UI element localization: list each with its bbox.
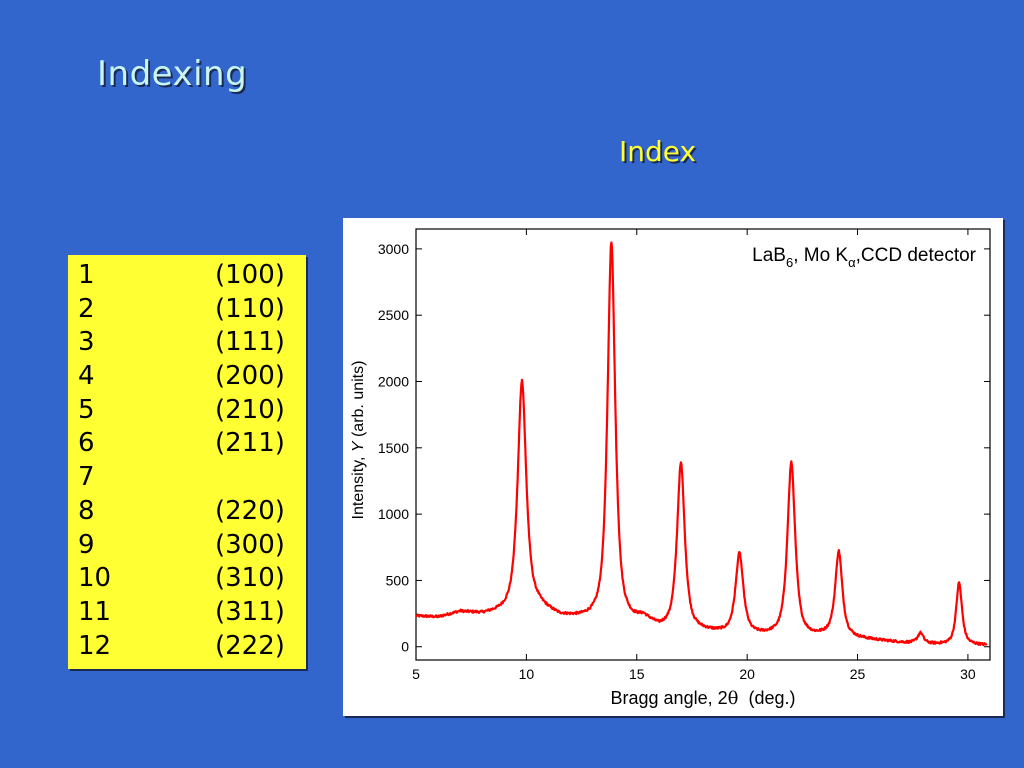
chart-frame: 5 10 15 20 25 30 0 500 1000 1500 2000 2500 3000 LaB6… [343,218,1003,716]
peak-point [919,632,922,635]
y-tick-label: 1000 [378,506,409,522]
index-row-hkl: (222) [215,630,285,661]
index-row-number: 9 [78,529,95,560]
index-row: 12 (222) [78,630,306,664]
index-row-hkl: (111) [215,327,285,358]
index-row: 7 [78,461,306,495]
index-row-hkl: (210) [215,394,285,425]
y-tick-label: 2500 [378,307,409,323]
chart-title: LaB6, Mo Kα,CCD detector [752,245,977,270]
index-row: 4 (200) [78,360,306,394]
peak-point [679,464,682,467]
x-tick-label: 10 [519,666,535,682]
index-row-number: 4 [78,361,95,392]
index-row: 10 (310) [78,562,306,596]
index-row-number: 6 [78,428,95,459]
peak-point [610,242,613,245]
y-tick-label: 2000 [378,374,409,390]
intensity-series-line [415,241,988,647]
peak-point [837,551,840,554]
peak-point [958,582,961,585]
index-row: 9 (300) [78,529,306,563]
peak-point [520,380,523,383]
index-row-number: 3 [78,327,95,358]
index-row-number: 5 [78,394,95,425]
x-tick-label: 30 [960,666,976,682]
peak-point [790,462,793,465]
y-tick-label: 3000 [378,241,409,257]
x-tick-label: 5 [412,666,420,682]
index-row-hkl: (200) [215,361,285,392]
index-row: 11 (311) [78,596,306,630]
index-row-number: 2 [78,293,95,324]
index-row-hkl: (110) [215,293,285,324]
slide-title: Indexing [97,54,248,94]
index-table: 1 (100) 2 (110) 3 (111) 4 (200) 5 (210) 6 (211) 7 8 (2… [68,255,306,669]
index-row-hkl: (311) [215,596,285,627]
x-tick-label: 20 [739,666,755,682]
index-row: 3 (111) [78,326,306,360]
index-heading: Index [619,135,697,168]
diffraction-chart: 5 10 15 20 25 30 0 500 1000 1500 2000 2500 3000 LaB6… [350,228,991,709]
index-row: 2 (110) [78,293,306,327]
index-row-number: 11 [78,596,112,627]
plot-area-border [415,228,991,661]
y-tick-label: 500 [386,572,410,588]
index-row-number: 8 [78,495,95,526]
y-tick-label: 0 [401,639,409,655]
index-row: 8 (220) [78,495,306,529]
index-row-hkl: (211) [215,428,285,459]
index-row-number: 12 [78,630,112,661]
x-axis-label: Bragg angle, 2θ (deg.) [611,688,796,709]
index-row-number: 10 [78,563,112,594]
index-row-hkl: (100) [215,260,285,290]
index-row-number: 1 [78,260,95,290]
index-row: 6 (211) [78,427,306,461]
index-row-hkl: (300) [215,529,285,560]
index-row-hkl: (220) [215,495,285,526]
index-row-number: 7 [78,462,95,493]
x-tick-label: 15 [629,666,645,682]
y-axis-label: Intensity, Y (arb. units) [350,361,367,520]
index-row-hkl: (310) [215,563,285,594]
index-row: 1 (100) [78,259,306,293]
index-row: 5 (210) [78,394,306,428]
y-tick-label: 1500 [378,440,409,456]
peak-point [738,554,741,557]
x-tick-label: 25 [850,666,866,682]
